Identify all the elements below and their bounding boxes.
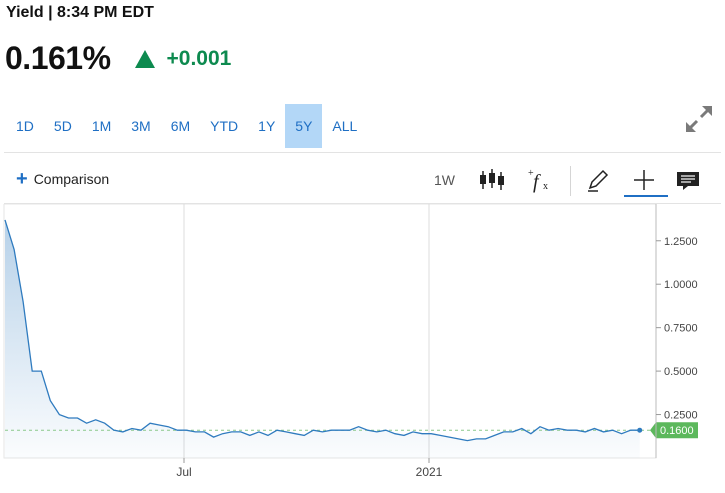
comment-icon[interactable] (674, 166, 702, 194)
range-ytd[interactable]: YTD (210, 118, 239, 134)
y-tick-label: 0.5000 (664, 366, 698, 378)
comparison-button[interactable]: + Comparison (16, 168, 110, 190)
series-area (5, 219, 640, 458)
range-3m[interactable]: 3M (131, 118, 151, 134)
range-1y[interactable]: 1Y (258, 118, 276, 134)
quote-summary: 0.161% +0.001 (5, 40, 231, 77)
crosshair-icon[interactable] (630, 166, 658, 194)
expand-icon[interactable] (684, 104, 714, 134)
svg-text:f: f (533, 171, 541, 193)
series-line (4, 219, 640, 442)
y-tick-label: 0.2500 (664, 410, 698, 422)
x-tick-label: Jul (176, 465, 191, 479)
pencil-icon[interactable] (584, 166, 612, 194)
yield-change: +0.001 (166, 46, 232, 70)
last-value-label: 0.1600 (660, 425, 694, 437)
up-arrow-icon (134, 49, 155, 68)
last-point (637, 427, 643, 433)
y-tick-label: 1.0000 (664, 279, 698, 291)
y-tick-label: 1.2500 (664, 236, 698, 248)
plus-icon: + (16, 168, 28, 190)
range-5d[interactable]: 5D (53, 118, 72, 134)
interval-button[interactable]: 1W (434, 172, 455, 188)
svg-text:x: x (543, 181, 548, 192)
divider (4, 152, 721, 153)
y-tick-label: 0.7500 (664, 323, 698, 335)
function-icon[interactable]: + f x (526, 166, 554, 194)
chart-toolbar: + Comparison 1W + f x (4, 158, 721, 202)
active-tool-indicator (624, 195, 668, 197)
range-1m[interactable]: 1M (91, 118, 112, 134)
range-selector: 1D 5D 1M 3M 6M YTD 1Y 5Y ALL (6, 104, 367, 148)
range-all[interactable]: ALL (332, 118, 358, 134)
candlestick-icon[interactable] (478, 166, 506, 194)
quote-title: Yield | 8:34 PM EDT (6, 4, 154, 21)
range-5y[interactable]: 5Y (285, 104, 323, 148)
svg-text:+: + (528, 168, 534, 179)
range-6m[interactable]: 6M (170, 118, 191, 134)
toolbar-separator (570, 166, 571, 196)
yield-chart[interactable]: 0.1600 Jul 2021 1.2500 1.0000 0.7500 0.5000 0.… (0, 204, 725, 493)
yield-value: 0.161% (5, 40, 111, 76)
last-value-badge: 0.1600 (650, 422, 698, 439)
x-tick-label: 2021 (416, 465, 443, 479)
range-1d[interactable]: 1D (16, 118, 34, 134)
comparison-label: Comparison (33, 171, 110, 187)
plot-frame (3, 204, 657, 459)
